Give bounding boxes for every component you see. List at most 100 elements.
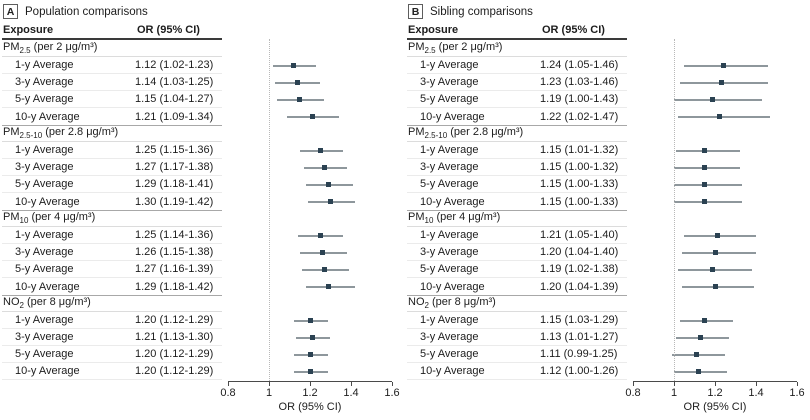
row-or-value: 1.21 (1.13-1.30) — [135, 331, 214, 343]
group-row-text: PM2.5 (per 2 μg/m³) — [2, 40, 222, 57]
forest-row: 3-y Average 1.23 (1.03-1.46) — [405, 74, 810, 91]
group-header-row: PM10 (per 4 μg/m³) — [0, 210, 405, 227]
forest-row: 5-y Average 1.20 (1.12-1.29) — [0, 346, 405, 363]
row-text: 5-y Average 1.11 (0.99-1.25) — [407, 346, 627, 363]
point-estimate-marker — [702, 165, 708, 170]
group-row-text: NO2 (per 8 μg/m³) — [2, 295, 222, 312]
ci-line — [684, 64, 769, 67]
row-text: 3-y Average 1.23 (1.03-1.46) — [407, 74, 627, 91]
group-row-text: PM2.5 (per 2 μg/m³) — [407, 40, 627, 57]
row-or-value: 1.15 (1.01-1.32) — [540, 144, 619, 156]
row-text: 5-y Average 1.20 (1.12-1.29) — [2, 346, 222, 363]
row-or-value: 1.12 (1.02-1.23) — [135, 59, 214, 71]
group-label-base: NO — [408, 296, 425, 309]
point-estimate-marker — [321, 267, 327, 272]
row-or-value: 1.29 (1.18-1.42) — [135, 280, 214, 293]
forest-row: 3-y Average 1.26 (1.15-1.38) — [0, 244, 405, 261]
row-text: 1-y Average 1.12 (1.02-1.23) — [2, 57, 222, 74]
group-label-base: NO — [3, 296, 20, 309]
panel-title: Population comparisons — [25, 5, 148, 18]
row-label: 10-y Average — [15, 365, 80, 377]
point-estimate-marker — [694, 352, 700, 357]
row-or-value: 1.20 (1.04-1.40) — [540, 246, 619, 258]
row-text: 5-y Average 1.27 (1.16-1.39) — [2, 261, 222, 278]
column-header-or: OR (95% CI) — [542, 24, 605, 36]
point-estimate-marker — [718, 80, 724, 85]
reference-line — [674, 39, 675, 381]
forest-row: 3-y Average 1.13 (1.01-1.27) — [405, 329, 810, 346]
group-label-subscript: 10 — [19, 216, 29, 226]
group-label: PM10 (per 4 μg/m³) — [2, 211, 135, 225]
panel-header: B Sibling comparisons — [405, 0, 810, 19]
axis-tick-label: 1.6 — [384, 387, 400, 399]
group-header-row: NO2 (per 8 μg/m³) — [405, 295, 810, 312]
group-label-base: PM — [3, 211, 20, 224]
point-estimate-marker — [714, 233, 720, 238]
row-text: 10-y Average 1.20 (1.12-1.29) — [2, 363, 222, 380]
row-text: 5-y Average 1.15 (1.04-1.27) — [2, 91, 222, 108]
ci-line — [674, 183, 742, 186]
row-plot — [633, 193, 797, 210]
row-or-value: 1.20 (1.12-1.29) — [135, 365, 214, 377]
row-plot — [228, 261, 392, 278]
row-text: 1-y Average 1.24 (1.05-1.46) — [407, 57, 627, 74]
forest-rows: PM2.5 (per 2 μg/m³) 1-y Average 1.24 (1.05… — [405, 40, 810, 380]
row-text: 1-y Average 1.21 (1.05-1.40) — [407, 227, 627, 244]
row-text: 1-y Average 1.15 (1.03-1.29) — [407, 312, 627, 329]
panel-header: A Population comparisons — [0, 0, 405, 19]
row-label: 1-y Average — [15, 144, 74, 156]
row-label: 1-y Average — [15, 314, 74, 326]
point-estimate-marker — [710, 267, 716, 272]
row-label: 10-y Average — [420, 280, 485, 293]
forest-row: 1-y Average 1.24 (1.05-1.46) — [405, 57, 810, 74]
point-estimate-marker — [321, 165, 327, 170]
row-label: 3-y Average — [420, 76, 479, 88]
panel-title: Sibling comparisons — [430, 5, 533, 18]
axis-tick — [674, 382, 675, 386]
forest-row: 5-y Average 1.19 (1.02-1.38) — [405, 261, 810, 278]
row-label: 10-y Average — [420, 110, 485, 123]
row-or-value: 1.25 (1.15-1.36) — [135, 144, 214, 156]
forest-row: 1-y Average 1.12 (1.02-1.23) — [0, 57, 405, 74]
row-plot — [228, 295, 392, 312]
group-label: NO2 (per 8 μg/m³) — [407, 296, 540, 310]
forest-row: 1-y Average 1.25 (1.14-1.36) — [0, 227, 405, 244]
row-plot — [228, 142, 392, 159]
row-text: 10-y Average 1.29 (1.18-1.42) — [2, 278, 222, 295]
row-label: 5-y Average — [420, 263, 479, 275]
point-estimate-marker — [307, 352, 313, 357]
axis-tick — [351, 382, 352, 386]
axis-tick — [228, 382, 229, 386]
row-plot — [633, 278, 797, 295]
row-text: 1-y Average 1.25 (1.15-1.36) — [2, 142, 222, 159]
row-plot — [228, 227, 392, 244]
row-text: 3-y Average 1.26 (1.15-1.38) — [2, 244, 222, 261]
group-label-unit: (per 4 μg/m³) — [28, 211, 96, 224]
row-label: 1-y Average — [15, 229, 74, 241]
forest-row: 1-y Average 1.25 (1.15-1.36) — [0, 142, 405, 159]
x-axis-title: OR (95% CI) — [683, 401, 747, 413]
point-estimate-marker — [712, 250, 718, 255]
ci-line — [682, 285, 754, 288]
group-header-row: PM10 (per 4 μg/m³) — [405, 210, 810, 227]
row-or-value: 1.27 (1.17-1.38) — [135, 161, 214, 173]
axis-tick-label: 1 — [670, 387, 678, 399]
row-label: 3-y Average — [420, 161, 479, 173]
column-header-exposure: Exposure — [3, 24, 54, 36]
row-or-value: 1.15 (1.00-1.33) — [540, 195, 619, 208]
row-text: 10-y Average 1.15 (1.00-1.33) — [407, 193, 627, 210]
column-header-exposure: Exposure — [408, 24, 459, 36]
row-plot — [633, 57, 797, 74]
point-estimate-marker — [325, 284, 331, 289]
row-label: 1-y Average — [15, 59, 74, 71]
row-plot — [633, 159, 797, 176]
row-plot — [228, 125, 392, 142]
point-estimate-marker — [319, 250, 325, 255]
row-text: 5-y Average 1.15 (1.00-1.33) — [407, 176, 627, 193]
point-estimate-marker — [317, 233, 323, 238]
point-estimate-marker — [325, 182, 331, 187]
point-estimate-marker — [716, 114, 722, 119]
row-label: 1-y Average — [420, 314, 479, 326]
row-or-value: 1.20 (1.04-1.39) — [540, 280, 619, 293]
group-label: PM2.5 (per 2 μg/m³) — [407, 41, 540, 55]
